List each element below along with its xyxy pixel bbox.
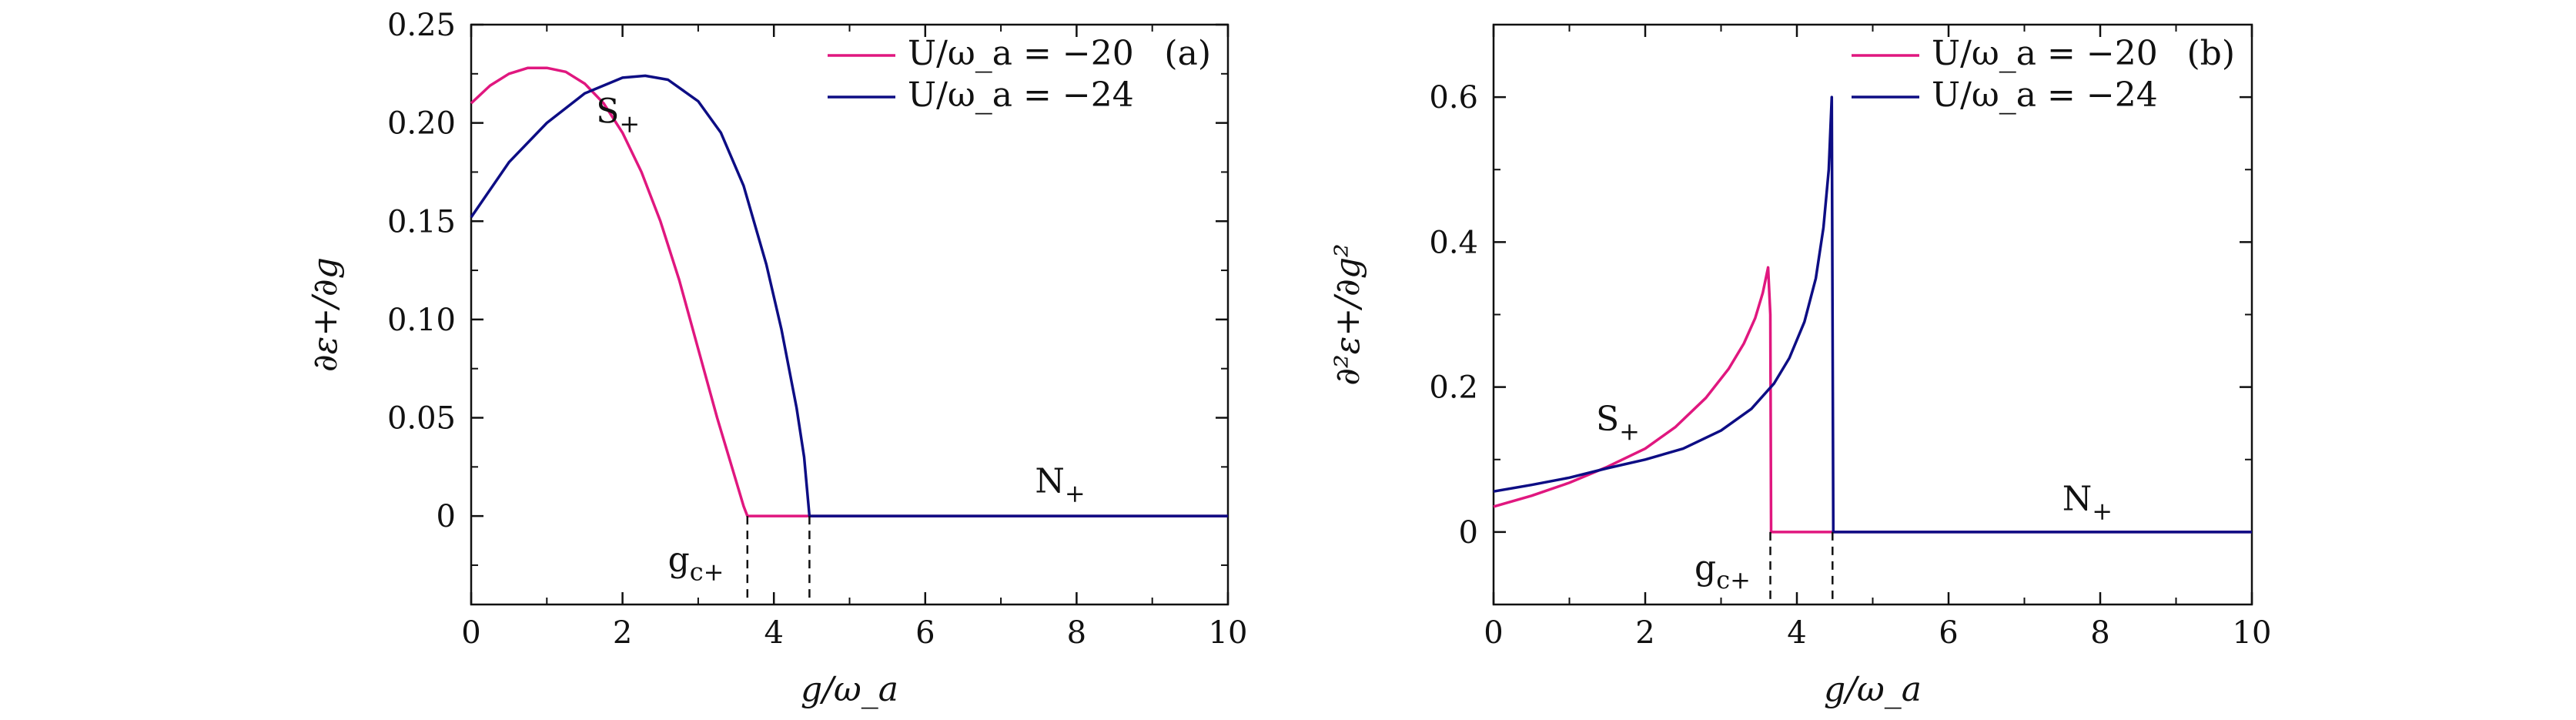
y-axis-label: ∂ε+/∂g <box>306 257 345 372</box>
legend-label-2: U/ω_a = −24 <box>908 75 1134 115</box>
legend-label-2: U/ω_a = −24 <box>1932 75 2158 115</box>
chart-panel-a: 0 2 4 6 8 1000.050.100.150.200.25S+N+gc+U/ω_a… <box>306 8 1247 709</box>
legend-label-1: U/ω_a = −20 <box>1932 34 2158 73</box>
critical-point-label-main: g <box>668 541 690 580</box>
superradiant-label: S+ <box>596 92 640 139</box>
y-tick-label: 0.25 <box>387 8 456 43</box>
critical-point-label: gc+ <box>1694 548 1751 594</box>
normal-phase-label-main: N <box>2062 480 2093 519</box>
critical-point-label-sub: c+ <box>690 558 724 587</box>
panel-label: (b) <box>2187 34 2236 73</box>
panel-label: (a) <box>1164 34 1211 73</box>
y-tick-label: 0.2 <box>1429 370 1478 406</box>
x-tick-label: 6 <box>915 615 935 651</box>
x-tick-label: 4 <box>1787 615 1806 651</box>
normal-phase-label: N+ <box>2062 480 2113 526</box>
y-tick-label: 0.05 <box>387 401 456 437</box>
normal-phase-label: N+ <box>1035 462 1085 508</box>
x-tick-label: 2 <box>1635 615 1654 651</box>
x-axis-label: g/ω_a <box>801 670 898 709</box>
x-tick-label: 10 <box>2233 615 2272 651</box>
superradiant-label-main: S <box>1596 400 1619 439</box>
critical-point-label-sub: c+ <box>1716 565 1751 594</box>
y-tick-label: 0.6 <box>1429 80 1478 116</box>
y-tick-label: 0.15 <box>387 204 456 239</box>
x-axis-label: g/ω_a <box>1824 670 1922 709</box>
x-tick-label: 8 <box>1067 615 1086 651</box>
series-line-2 <box>470 74 1228 517</box>
y-tick-label: 0.4 <box>1429 225 1478 260</box>
x-tick-label: 0 <box>461 615 480 651</box>
x-tick-label: 6 <box>1939 615 1958 651</box>
normal-phase-label-sub: + <box>1065 479 1086 508</box>
y-tick-label: 0.10 <box>387 303 456 338</box>
y-tick-label: 0 <box>1459 515 1478 551</box>
x-tick-label: 8 <box>2090 615 2109 651</box>
critical-point-label-main: g <box>1694 548 1716 588</box>
superradiant-label-sub: + <box>619 109 640 139</box>
x-tick-label: 2 <box>613 615 632 651</box>
y-tick-label: 0 <box>437 499 456 534</box>
series-line-1 <box>470 66 1228 517</box>
legend-label-1: U/ω_a = −20 <box>908 34 1134 73</box>
superradiant-label: S+ <box>1596 400 1640 446</box>
normal-phase-label-main: N <box>1035 462 1065 501</box>
series-line-2 <box>1493 95 2252 534</box>
normal-phase-label-sub: + <box>2092 497 2113 526</box>
x-tick-label: 4 <box>764 615 783 651</box>
y-axis-label: ∂²ε+/∂g² <box>1328 243 1367 385</box>
superradiant-label-sub: + <box>1619 417 1640 446</box>
y-tick-label: 0.20 <box>387 106 456 142</box>
superradiant-label-main: S <box>596 92 619 132</box>
x-tick-label: 0 <box>1484 615 1503 651</box>
x-tick-label: 10 <box>1209 615 1248 651</box>
critical-point-label: gc+ <box>668 541 724 587</box>
